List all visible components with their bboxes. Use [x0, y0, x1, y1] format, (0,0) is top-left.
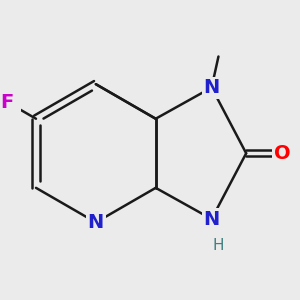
Text: N: N: [203, 209, 220, 229]
Text: O: O: [274, 144, 290, 163]
Text: H: H: [212, 238, 224, 253]
Text: F: F: [1, 93, 14, 112]
Text: N: N: [203, 78, 220, 97]
Text: N: N: [88, 213, 104, 232]
